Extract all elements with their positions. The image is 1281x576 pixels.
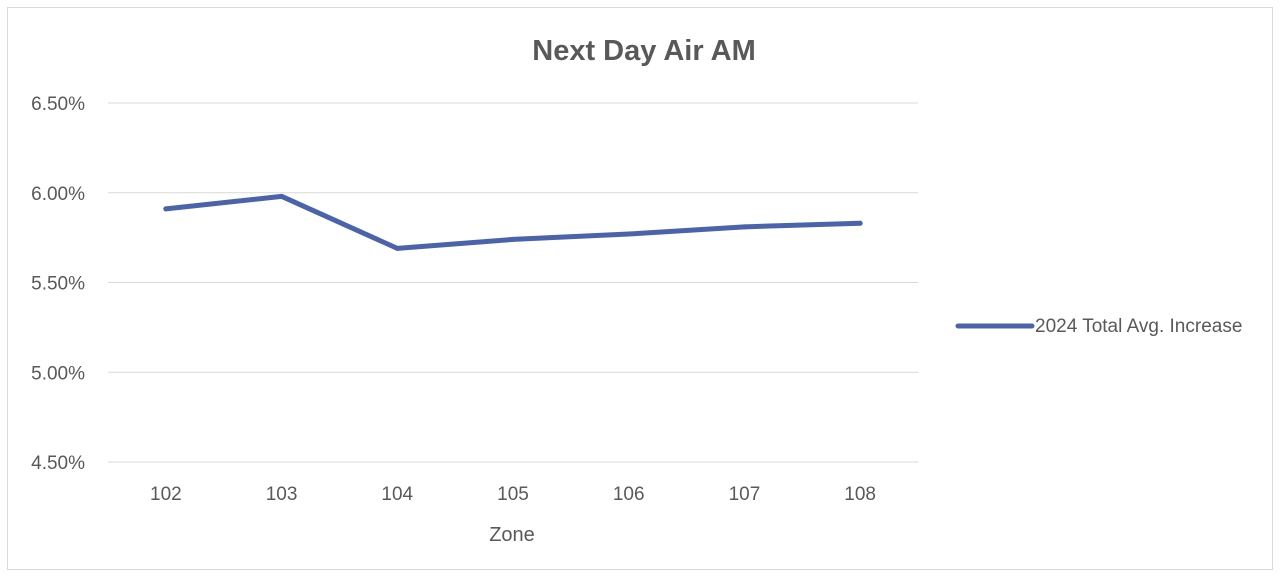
y-tick-label: 6.00% (31, 184, 85, 205)
y-axis-tick-labels: 4.50% 5.00% 5.50% 6.00% 6.50% (31, 94, 85, 474)
y-tick-label: 6.50% (31, 94, 85, 115)
legend: 2024 Total Avg. Increase (955, 316, 1242, 337)
data-point (857, 220, 863, 226)
data-point (163, 206, 169, 212)
y-tick-label: 4.50% (31, 453, 85, 474)
data-point (741, 224, 747, 230)
x-axis-tick-labels: 102 103 104 105 106 107 108 (150, 484, 876, 505)
x-axis-title: Zone (489, 524, 535, 546)
x-tick-label: 103 (266, 484, 298, 505)
y-tick-label: 5.50% (31, 274, 85, 295)
x-tick-label: 107 (729, 484, 761, 505)
chart-title: Next Day Air AM (532, 35, 755, 67)
data-point (626, 231, 632, 237)
chart-frame (7, 7, 1273, 570)
data-point (394, 245, 400, 251)
gridlines (108, 102, 918, 463)
data-point (279, 193, 285, 199)
series-group (163, 193, 863, 251)
x-tick-label: 108 (844, 484, 876, 505)
x-tick-label: 105 (497, 484, 529, 505)
y-tick-label: 5.00% (31, 363, 85, 384)
x-tick-label: 102 (150, 484, 182, 505)
x-tick-label: 104 (381, 484, 413, 505)
data-point (510, 236, 516, 242)
x-tick-label: 106 (613, 484, 645, 505)
legend-label: 2024 Total Avg. Increase (1035, 316, 1242, 337)
